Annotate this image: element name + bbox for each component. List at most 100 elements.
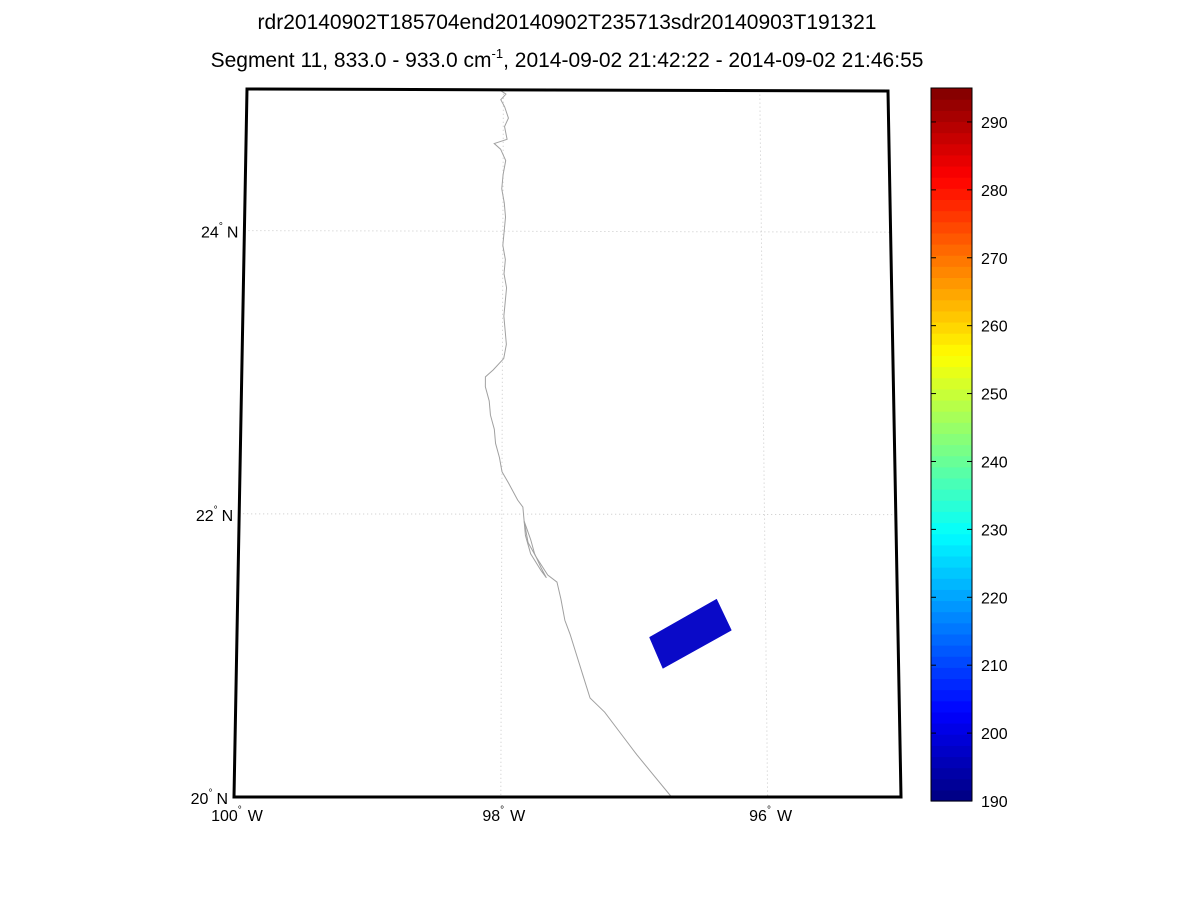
colorbar-tick-label: 210 [981, 658, 1008, 675]
colorbar-band [931, 789, 972, 802]
map-frame [232, 87, 903, 799]
colorbar-band [931, 678, 972, 691]
colorbar-band [931, 645, 972, 657]
colorbar-band [931, 700, 972, 713]
colorbar-band [931, 433, 972, 446]
latitude-labels: 24° N 22° N 20° N [191, 222, 239, 808]
colorbar-band [931, 689, 972, 702]
colorbar-band [931, 522, 972, 535]
coastline-lagoon [523, 521, 547, 579]
colorbar-band [931, 555, 972, 568]
colorbar-band [931, 667, 972, 680]
longitude-tick-label: 98° W [482, 805, 526, 825]
colorbar-band [931, 466, 972, 479]
colorbar-band [931, 567, 972, 579]
colorbar-band [931, 455, 972, 468]
colorbar-band [931, 767, 972, 780]
colorbar-band [931, 745, 972, 758]
colorbar-band [931, 756, 972, 769]
colorbar-band [931, 288, 972, 301]
colorbar-band [931, 310, 972, 323]
colorbar-band [931, 199, 972, 212]
colorbar-band [931, 611, 972, 624]
colorbar-band [931, 88, 972, 100]
colorbar-band [931, 121, 972, 134]
colorbar-band [931, 444, 972, 457]
colorbar-band [931, 622, 972, 635]
colorbar-band [931, 299, 972, 312]
title-line-2-superscript: -1 [492, 46, 504, 61]
colorbar-band [931, 132, 972, 145]
colorbar-band [931, 734, 972, 746]
colorbar: 190 200 210 220 230 240 250 260 270 280 290 [930, 87, 1008, 811]
colorbar-band [931, 355, 972, 368]
colorbar-band [931, 377, 972, 390]
colorbar-band [931, 232, 972, 245]
colorbar-band [931, 165, 972, 178]
map-plot: 24° N 22° N 20° N 100° W 98° W 96° W [191, 87, 903, 825]
colorbar-tick-label: 200 [981, 726, 1008, 743]
colorbar-band [931, 422, 972, 434]
colorbar-band [931, 266, 972, 278]
latitude-tick-label: 24° N [201, 222, 238, 242]
colorbar-band [931, 177, 972, 189]
colorbar-band [931, 344, 972, 356]
latitude-tick-label: 20° N [191, 788, 228, 808]
colorbar-band [931, 99, 972, 111]
colorbar-band [931, 723, 972, 735]
colorbar-band [931, 633, 972, 646]
colorbar-band [931, 399, 972, 412]
colorbar-ticks: 190 200 210 220 230 240 250 260 270 280 290 [931, 115, 1008, 811]
title-line-1: rdr20140902T185704end20140902T235713sdr2… [258, 11, 877, 34]
colorbar-band [931, 143, 972, 156]
title-line-2-suffix: , 2014-09-02 21:42:22 - 2014-09-02 21:46… [503, 49, 923, 72]
data-swath [649, 598, 732, 669]
colorbar-tick-label: 230 [981, 522, 1008, 539]
longitude-tick-label: 100° W [211, 805, 264, 825]
colorbar-band [931, 321, 972, 334]
colorbar-tick-label: 190 [981, 794, 1008, 811]
colorbar-band [931, 110, 972, 123]
colorbar-tick-label: 280 [981, 183, 1008, 200]
colorbar-band [931, 656, 972, 668]
colorbar-band [931, 544, 972, 557]
colorbar-band [931, 578, 972, 590]
colorbar-band [931, 477, 972, 490]
colorbar-band [931, 188, 972, 201]
colorbar-band [931, 711, 972, 724]
colorbar-band [931, 388, 972, 401]
latitude-gridline [239, 513, 896, 516]
colorbar-gradient [931, 88, 972, 802]
longitude-tick-label: 96° W [749, 805, 793, 825]
title-line-2-prefix: Segment 11, 833.0 - 933.0 cm [211, 49, 492, 72]
colorbar-tick-label: 240 [981, 454, 1008, 471]
colorbar-band [931, 243, 972, 256]
colorbar-band [931, 589, 972, 602]
colorbar-band [931, 255, 972, 267]
colorbar-band [931, 489, 972, 501]
colorbar-band [931, 333, 972, 345]
longitude-gridline [759, 90, 769, 798]
colorbar-tick-label: 250 [981, 387, 1008, 404]
colorbar-band [931, 210, 972, 223]
colorbar-band [931, 277, 972, 290]
title-line-2: Segment 11, 833.0 - 933.0 cm-1, 2014-09-… [211, 46, 924, 72]
coastline [484, 89, 672, 798]
colorbar-tick-label: 270 [981, 251, 1008, 268]
colorbar-band [931, 154, 972, 167]
colorbar-band [931, 411, 972, 423]
colorbar-band [931, 778, 972, 791]
colorbar-band [931, 366, 972, 379]
colorbar-band [931, 221, 972, 234]
colorbar-band [931, 533, 972, 546]
latitude-tick-label: 22° N [196, 505, 233, 525]
longitude-labels: 100° W 98° W 96° W [211, 805, 793, 825]
colorbar-tick-label: 260 [981, 319, 1008, 336]
colorbar-band [931, 511, 972, 524]
colorbar-frame [930, 87, 973, 802]
colorbar-band [931, 500, 972, 512]
graticule [239, 89, 896, 798]
colorbar-tick-label: 290 [981, 115, 1008, 132]
map-background [234, 89, 901, 797]
